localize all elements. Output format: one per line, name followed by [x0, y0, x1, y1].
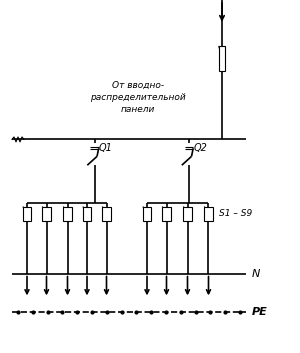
Text: N: N [252, 269, 260, 279]
Bar [102, 207, 111, 221]
Text: PE: PE [252, 307, 268, 317]
Bar [83, 207, 91, 221]
Bar [204, 207, 213, 221]
Bar [63, 207, 72, 221]
Bar [42, 207, 51, 221]
Bar [162, 207, 171, 221]
Text: От вводно-
распределительной
панели: От вводно- распределительной панели [90, 81, 186, 114]
Bar [23, 207, 31, 221]
Text: S1 – S9: S1 – S9 [219, 209, 252, 218]
Text: Q1: Q1 [99, 143, 113, 153]
Bar [183, 207, 192, 221]
Text: Q2: Q2 [194, 143, 207, 153]
Bar [143, 207, 151, 221]
Bar [219, 46, 225, 71]
